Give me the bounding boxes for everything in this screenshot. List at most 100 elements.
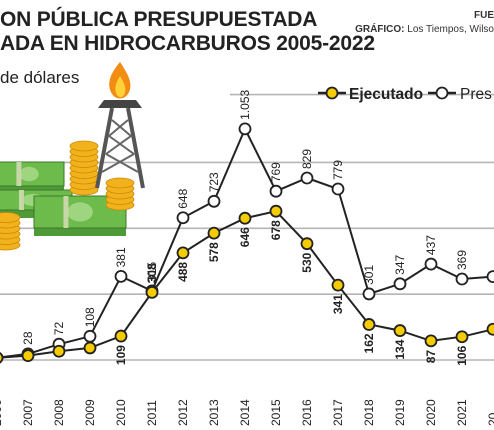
point-presupuestado <box>300 171 314 185</box>
point-ejecutado <box>300 237 314 251</box>
legend-label-ejecutado: Ejecutado <box>349 86 423 103</box>
x-tick-label: 2015 <box>269 399 283 426</box>
data-label-presupuestado: 72 <box>52 322 66 336</box>
point-ejecutado <box>331 278 345 292</box>
derrick-platform <box>98 100 142 108</box>
x-tick-label: 2009 <box>83 399 97 426</box>
derrick-brace <box>111 119 132 137</box>
credit-label: GRÁFICO: <box>355 24 405 35</box>
flame-icon <box>109 62 131 99</box>
data-label-presupuestado: 28 <box>21 331 35 345</box>
bill-stack <box>0 161 65 194</box>
bill-stack <box>33 195 127 236</box>
data-label-ejecutado: 134 <box>393 339 407 359</box>
point-presupuestado <box>393 277 407 291</box>
x-tick-label: 2012 <box>176 399 190 426</box>
point-ejecutado <box>207 226 221 240</box>
coin <box>0 212 21 223</box>
bill-seal <box>67 202 93 222</box>
point-presupuestado <box>362 287 376 301</box>
data-label-presupuestado: 108 <box>83 307 97 327</box>
point-presupuestado <box>238 122 252 136</box>
point-ejecutado <box>176 246 190 260</box>
point-ejecutado <box>83 341 97 355</box>
data-label-presupuestado: 381 <box>114 247 128 267</box>
data-label-ejecutado: 530 <box>300 252 314 272</box>
bill-seal <box>19 166 39 182</box>
point-presupuestado <box>207 194 221 208</box>
x-tick-label: 2021 <box>455 399 469 426</box>
bill-band <box>63 196 69 228</box>
derrick-brace <box>101 153 135 173</box>
point-presupuestado <box>176 211 190 225</box>
data-label-ejecutado: 87 <box>424 350 438 364</box>
data-label-presupuestado: 1.053 <box>238 90 252 120</box>
coin-stack <box>105 177 135 211</box>
data-label-ejecutado: 109 <box>114 345 128 365</box>
data-label-presupuestado: 369 <box>455 250 469 270</box>
x-tick-label: 2020 <box>424 399 438 426</box>
derrick-leg <box>126 107 145 189</box>
x-tick-label: 2013 <box>207 399 221 426</box>
derrick-brace <box>105 153 139 173</box>
data-label-presupuestado: 829 <box>300 149 314 169</box>
x-tick-label: 2014 <box>238 399 252 426</box>
data-label-presupuestado: 648 <box>176 188 190 208</box>
point-ejecutado <box>145 285 159 299</box>
derrick-brace <box>108 135 135 155</box>
data-label-presupuestado: 769 <box>269 162 283 182</box>
x-tick-label: 2008 <box>52 399 66 426</box>
x-tick-label: 20 <box>486 412 494 426</box>
point-ejecutado <box>238 211 252 225</box>
data-label-ejecutado: 488 <box>176 262 190 282</box>
point-ejecutado <box>455 330 469 344</box>
credit-line: GRÁFICO: Los Tiempos, Wilso <box>355 24 494 35</box>
derrick-leg <box>95 107 114 189</box>
x-tick-label: 2018 <box>362 399 376 426</box>
data-label-presupuestado: 301 <box>362 265 376 285</box>
data-label-presupuestado: 437 <box>424 235 438 255</box>
derrick-brace <box>105 135 132 155</box>
point-presupuestado <box>331 182 345 196</box>
point-presupuestado <box>269 184 283 198</box>
point-ejecutado <box>21 349 35 363</box>
point-ejecutado <box>0 352 4 364</box>
point-presupuestado <box>424 257 438 271</box>
unit-label: de dólares <box>0 68 80 87</box>
x-tick-label: 2006 <box>0 399 4 426</box>
chart-title-line-2: ADA EN HIDROCARBUROS 2005-2022 <box>0 32 375 55</box>
coin <box>69 140 99 152</box>
point-presupuestado <box>455 272 469 286</box>
x-tick-label: 2010 <box>114 399 128 426</box>
x-tick-label: 2011 <box>145 400 159 426</box>
point-presupuestado <box>114 269 128 283</box>
data-label-presupuestado: 347 <box>393 254 407 274</box>
legend-marker-presupuestado <box>435 86 449 100</box>
coin-stack <box>69 140 99 196</box>
data-label-ejecutado: 341 <box>331 294 345 314</box>
point-ejecutado <box>114 329 128 343</box>
chart-title-line-1: ON PÚBLICA PRESUPUESTADA <box>0 8 318 31</box>
data-label-ejecutado: 678 <box>269 220 283 240</box>
bill-band <box>16 162 22 186</box>
data-label-ejecutado: 578 <box>207 242 221 262</box>
data-label-ejecutado: 308 <box>145 263 159 283</box>
point-ejecutado <box>269 204 283 218</box>
point-ejecutado <box>52 344 66 358</box>
derrick-brace <box>108 119 129 137</box>
point-ejecutado <box>486 322 494 336</box>
oil-derrick-icon <box>95 100 145 189</box>
point-presupuestado <box>83 329 97 343</box>
data-label-presupuestado: 723 <box>207 172 221 192</box>
x-tick-label: 2016 <box>300 399 314 426</box>
data-label-presupuestado: 315 <box>145 262 159 282</box>
legend-marker-ejecutado <box>325 86 339 100</box>
point-presupuestado <box>486 270 494 283</box>
coin-stack <box>0 212 21 251</box>
point-ejecutado <box>362 318 376 331</box>
data-label-presupuestado: 779 <box>331 160 345 180</box>
data-label-ejecutado: 106 <box>455 345 469 365</box>
data-label-ejecutado: 646 <box>238 227 252 247</box>
source-label: FUE <box>474 10 494 21</box>
